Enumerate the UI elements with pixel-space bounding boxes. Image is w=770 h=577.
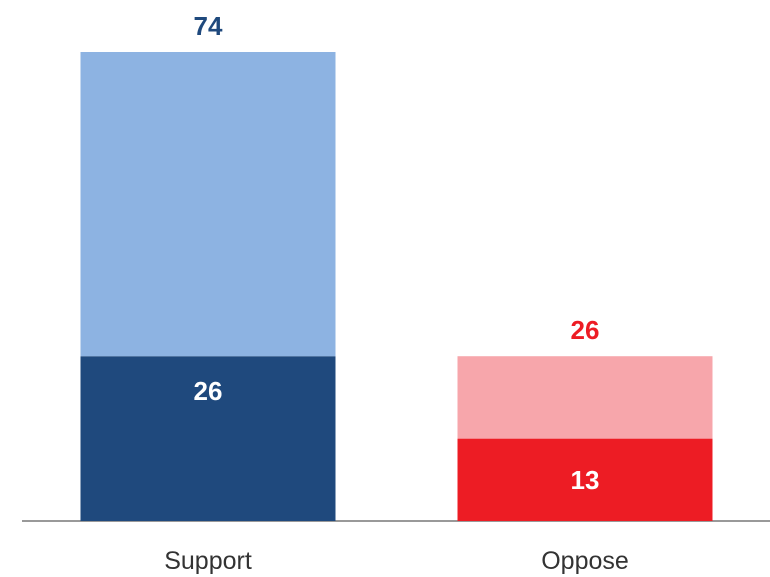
bar-oppose-top	[457, 356, 713, 439]
category-label-support: Support	[164, 547, 252, 575]
bar-support-top	[80, 52, 336, 357]
bar-oppose-base	[457, 438, 713, 521]
category-label-oppose: Oppose	[541, 547, 629, 575]
inner-label-oppose: 13	[571, 465, 600, 495]
total-label-oppose: 26	[571, 315, 600, 345]
bar-support-base	[80, 356, 336, 521]
inner-label-support: 26	[194, 376, 223, 406]
total-label-support: 74	[194, 11, 223, 41]
